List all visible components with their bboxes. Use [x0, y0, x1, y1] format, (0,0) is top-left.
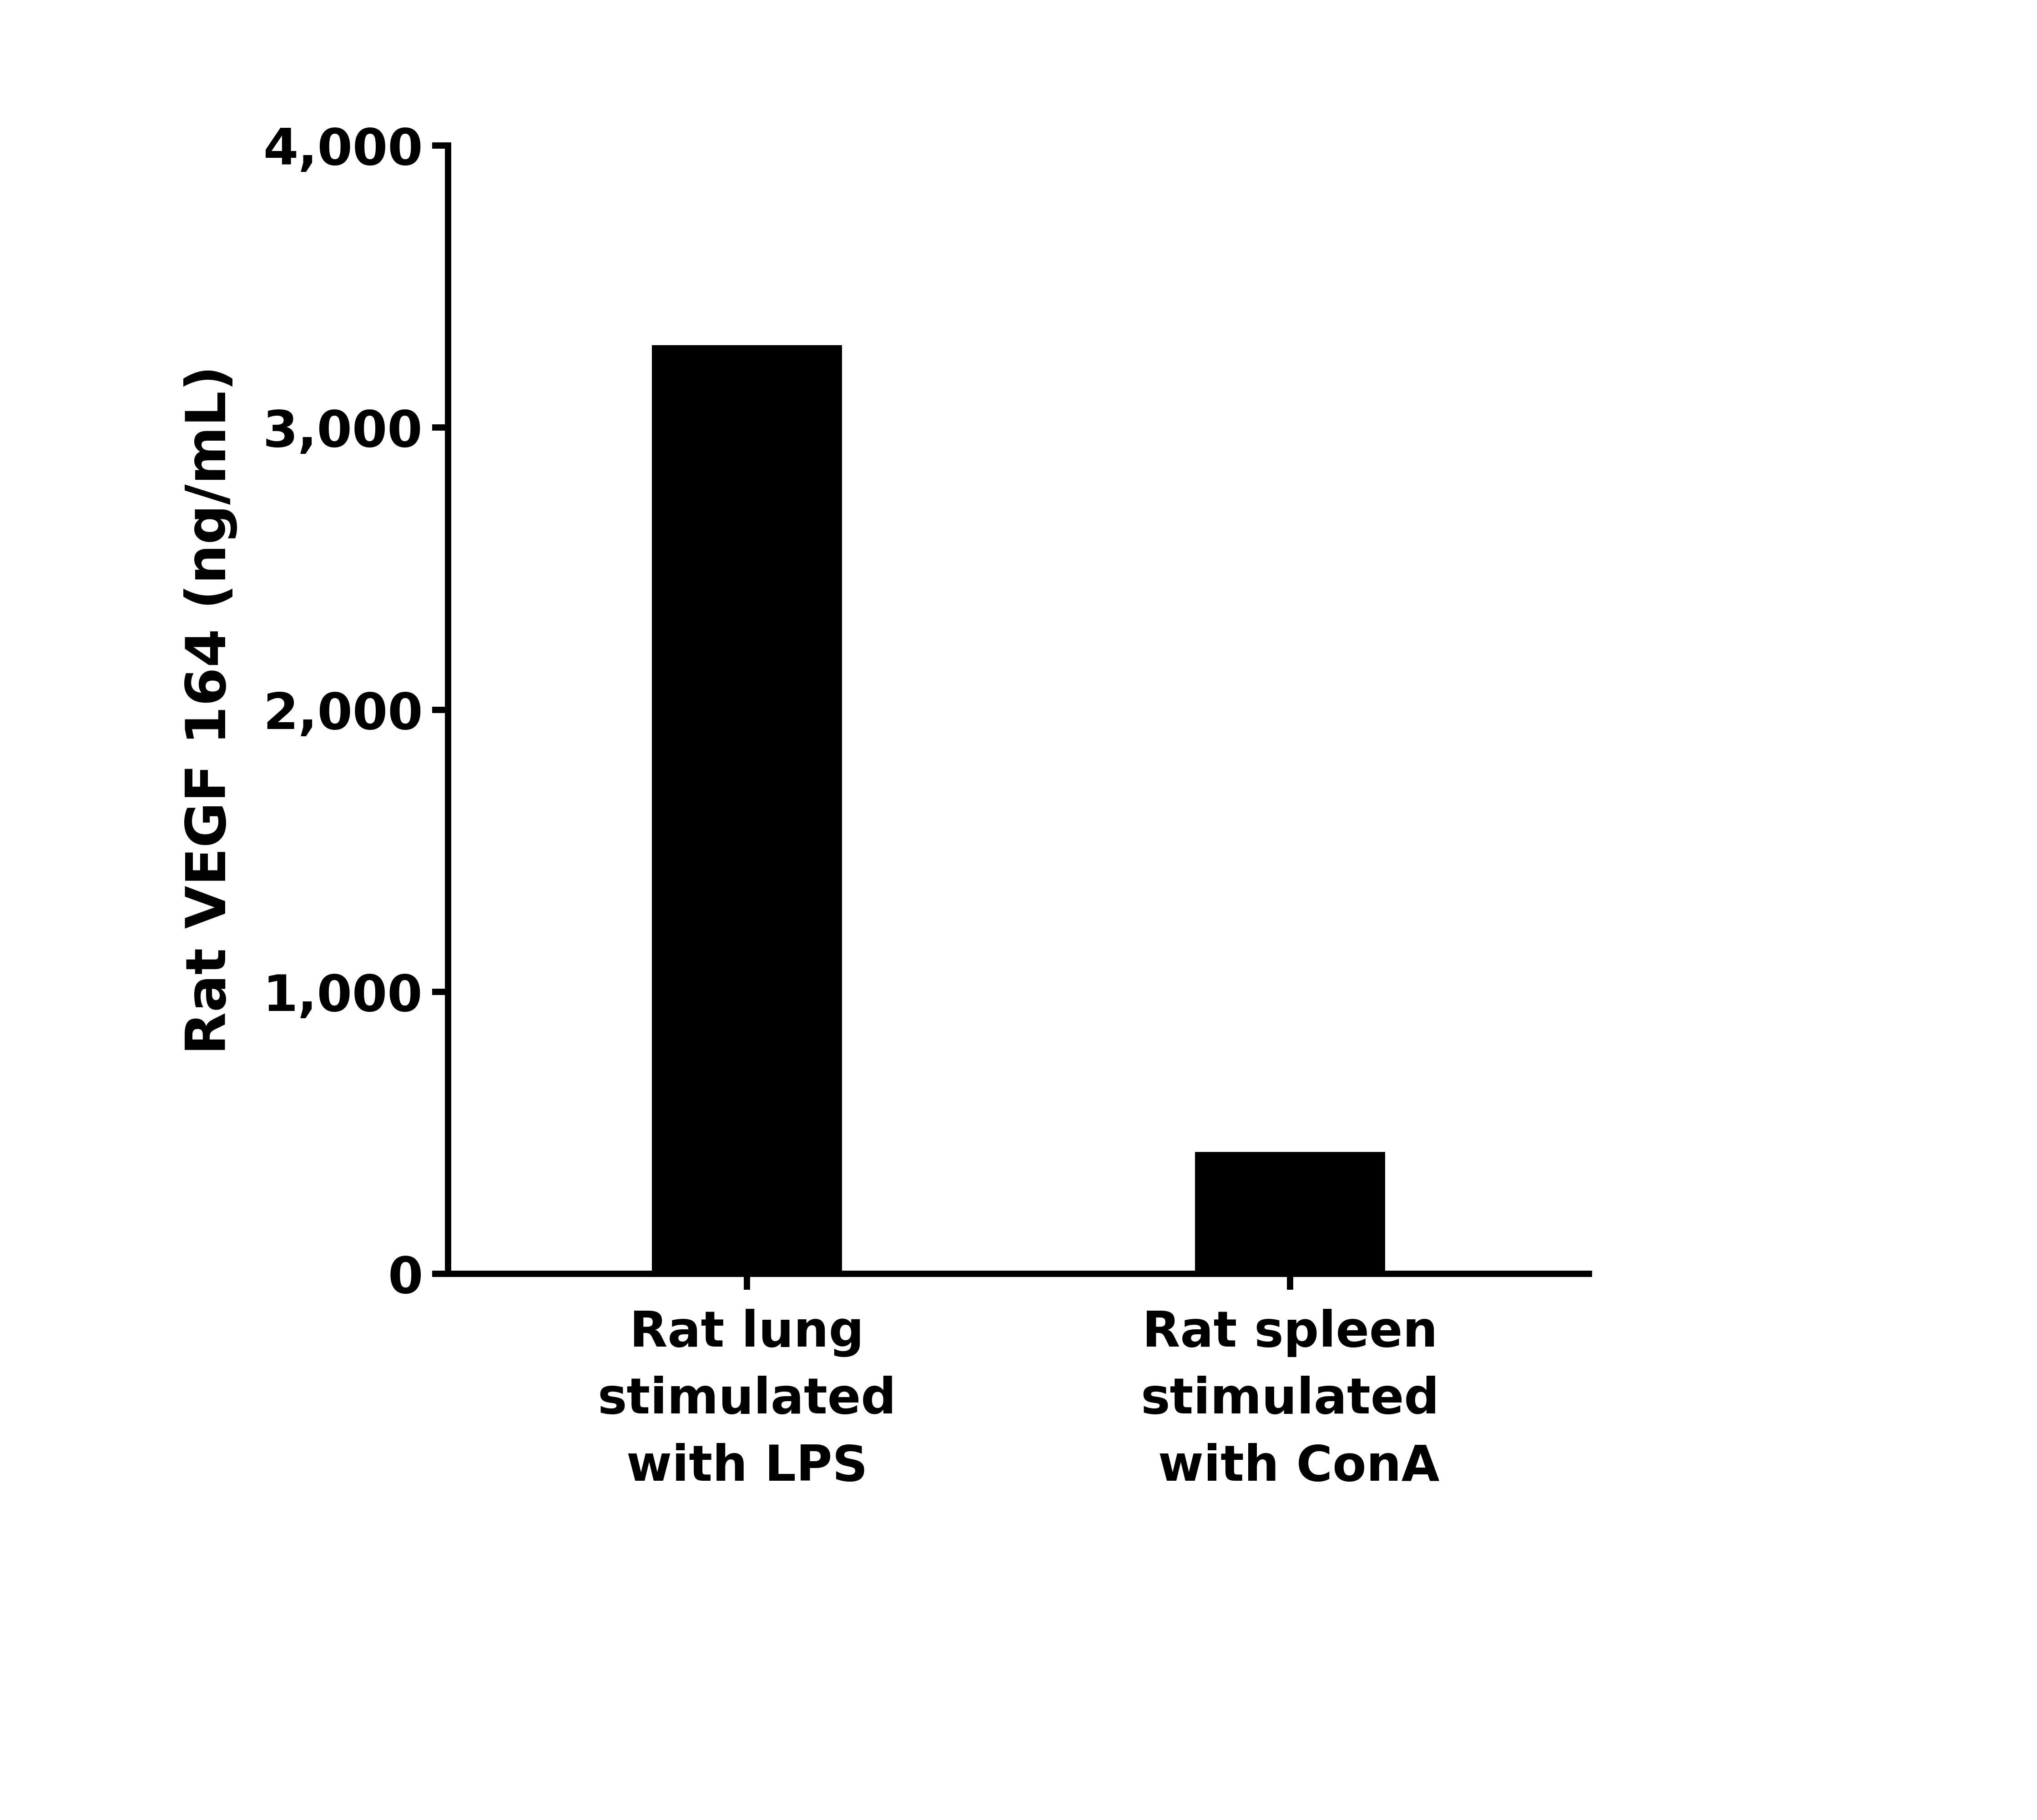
Bar	[1196, 1152, 1385, 1274]
Bar	[652, 346, 841, 1274]
Y-axis label: Rat VEGF 164 (ng/mL): Rat VEGF 164 (ng/mL)	[183, 366, 238, 1054]
